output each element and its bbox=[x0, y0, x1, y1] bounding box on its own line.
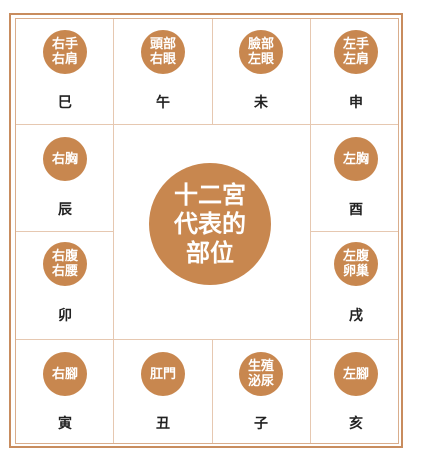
body-part-label: 泌尿 bbox=[247, 374, 274, 389]
body-part-badge: 右手 右肩 bbox=[43, 30, 87, 74]
grid-line-center bbox=[212, 19, 213, 124]
palace-cell-yin: 右腳 寅 bbox=[16, 339, 113, 443]
body-part-badge: 左胸 bbox=[334, 137, 378, 181]
palace-cell-wu: 頭部 右眼 午 bbox=[113, 19, 212, 124]
body-part-badge: 生殖 泌尿 bbox=[239, 352, 283, 396]
body-part-badge: 右胸 bbox=[43, 137, 87, 181]
body-part-label: 肛門 bbox=[149, 366, 176, 382]
body-part-badge: 右腹 右腰 bbox=[43, 242, 87, 286]
earthly-branch-label: 子 bbox=[254, 416, 268, 432]
body-part-badge: 左手 左肩 bbox=[334, 30, 378, 74]
palace-cell-hai: 左腳 亥 bbox=[310, 339, 398, 443]
palace-cell-xu: 左腹 卵巢 戌 bbox=[310, 231, 398, 339]
earthly-branch-label: 申 bbox=[349, 95, 363, 111]
body-part-badge: 左腳 bbox=[334, 352, 378, 396]
grid-line-bottom-row bbox=[16, 339, 398, 340]
body-part-badge: 左腹 卵巢 bbox=[334, 242, 378, 286]
grid-line-center bbox=[212, 339, 213, 443]
body-part-label: 右腰 bbox=[51, 264, 78, 279]
body-part-badge: 右腳 bbox=[43, 352, 87, 396]
grid-line-middle-sides bbox=[310, 231, 398, 232]
palace-cell-chou: 肛門 丑 bbox=[113, 339, 212, 443]
earthly-branch-label: 卯 bbox=[58, 308, 72, 324]
center-title-line: 十二宮 bbox=[174, 180, 246, 209]
palace-cell-zi: 生殖 泌尿 子 bbox=[212, 339, 310, 443]
palace-cell-mao: 右腹 右腰 卯 bbox=[16, 231, 113, 339]
outer-frame bbox=[9, 13, 403, 448]
body-part-label: 生殖 bbox=[247, 359, 274, 374]
body-part-label: 左肩 bbox=[342, 52, 369, 67]
body-part-label: 右腹 bbox=[51, 249, 78, 264]
body-part-label: 左手 bbox=[342, 37, 369, 52]
body-part-label: 臉部 bbox=[247, 37, 274, 52]
body-part-label: 右手 bbox=[51, 37, 78, 52]
earthly-branch-label: 巳 bbox=[58, 95, 72, 111]
body-part-label: 卵巢 bbox=[342, 264, 369, 279]
body-part-label: 右肩 bbox=[51, 52, 78, 67]
body-part-label: 左腹 bbox=[342, 249, 369, 264]
earthly-branch-label: 酉 bbox=[349, 202, 363, 218]
body-part-badge: 肛門 bbox=[141, 352, 185, 396]
center-title-circle: 十二宮 代表的 部位 bbox=[149, 163, 271, 285]
earthly-branch-label: 戌 bbox=[349, 308, 363, 324]
palace-cell-chen: 右胸 辰 bbox=[16, 124, 113, 231]
center-title-line: 部位 bbox=[186, 238, 234, 267]
body-part-label: 右眼 bbox=[149, 52, 176, 67]
body-part-label: 頭部 bbox=[149, 37, 176, 52]
earthly-branch-label: 辰 bbox=[58, 202, 72, 218]
body-part-label: 左腳 bbox=[342, 366, 369, 382]
earthly-branch-label: 亥 bbox=[349, 416, 363, 432]
palace-cell-you: 左胸 酉 bbox=[310, 124, 398, 231]
body-part-badge: 臉部 左眼 bbox=[239, 30, 283, 74]
earthly-branch-label: 丑 bbox=[156, 416, 170, 432]
grid-line-right bbox=[310, 19, 311, 443]
earthly-branch-label: 寅 bbox=[58, 416, 72, 432]
body-part-label: 左眼 bbox=[247, 52, 274, 67]
palace-cell-shen: 左手 左肩 申 bbox=[310, 19, 398, 124]
body-part-label: 右胸 bbox=[51, 151, 78, 167]
body-part-label: 左胸 bbox=[342, 151, 369, 167]
center-title-line: 代表的 bbox=[174, 209, 246, 238]
palace-cell-wei: 臉部 左眼 未 bbox=[212, 19, 310, 124]
grid-line-middle-sides bbox=[16, 231, 113, 232]
earthly-branch-label: 午 bbox=[156, 95, 170, 111]
grid-line-left bbox=[113, 19, 114, 443]
inner-frame bbox=[15, 18, 399, 444]
grid-line-top-row bbox=[16, 124, 398, 125]
earthly-branch-label: 未 bbox=[254, 95, 268, 111]
body-part-label: 右腳 bbox=[51, 366, 78, 382]
body-part-badge: 頭部 右眼 bbox=[141, 30, 185, 74]
palace-cell-si: 右手 右肩 巳 bbox=[16, 19, 113, 124]
